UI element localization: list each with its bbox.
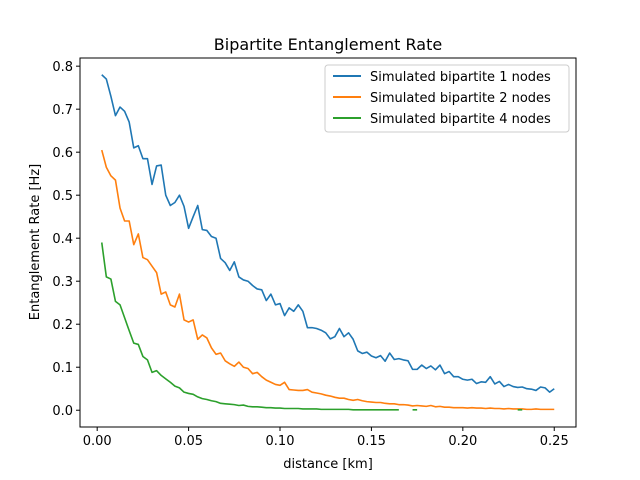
plot-lines	[100, 74, 555, 411]
y-tick-label: 0.4	[52, 232, 73, 247]
y-tick-label: 0.2	[52, 318, 73, 333]
series-line-3	[100, 242, 523, 411]
y-tick-label: 0.1	[52, 361, 73, 376]
y-tick-label: 0.8	[52, 60, 73, 75]
x-axis-label: distance [km]	[283, 457, 373, 472]
legend: Simulated bipartite 1 nodes Simulated bi…	[324, 64, 570, 133]
x-tick-label: 0.00	[83, 434, 112, 449]
chart-title: Bipartite Entanglement Rate	[214, 35, 442, 54]
y-tick-label: 0.7	[52, 103, 73, 118]
x-axis: 0.00 0.05 0.10 0.15 0.20 0.25	[83, 427, 569, 449]
x-tick-label: 0.05	[174, 434, 203, 449]
y-axis-label: Entanglement Rate [Hz]	[28, 164, 43, 320]
series-line-1	[101, 74, 555, 393]
y-tick-label: 0.0	[52, 404, 73, 419]
plot-area-frame	[79, 57, 577, 428]
y-tick-label: 0.6	[52, 146, 73, 161]
legend-label-2: Simulated bipartite 2 nodes	[370, 91, 551, 106]
x-tick-label: 0.20	[448, 434, 477, 449]
legend-box	[324, 64, 570, 133]
x-tick-label: 0.15	[357, 434, 386, 449]
x-tick-label: 0.25	[540, 434, 569, 449]
x-tick-label: 0.10	[266, 434, 295, 449]
y-tick-label: 0.5	[52, 189, 73, 204]
y-tick-label: 0.3	[52, 275, 73, 290]
legend-label-1: Simulated bipartite 1 nodes	[370, 70, 551, 85]
legend-label-3: Simulated bipartite 4 nodes	[370, 112, 551, 127]
series-line-2	[100, 149, 555, 411]
y-axis: 0.0 0.1 0.2 0.3 0.4 0.5 0.6 0.7 0.8	[52, 60, 80, 419]
